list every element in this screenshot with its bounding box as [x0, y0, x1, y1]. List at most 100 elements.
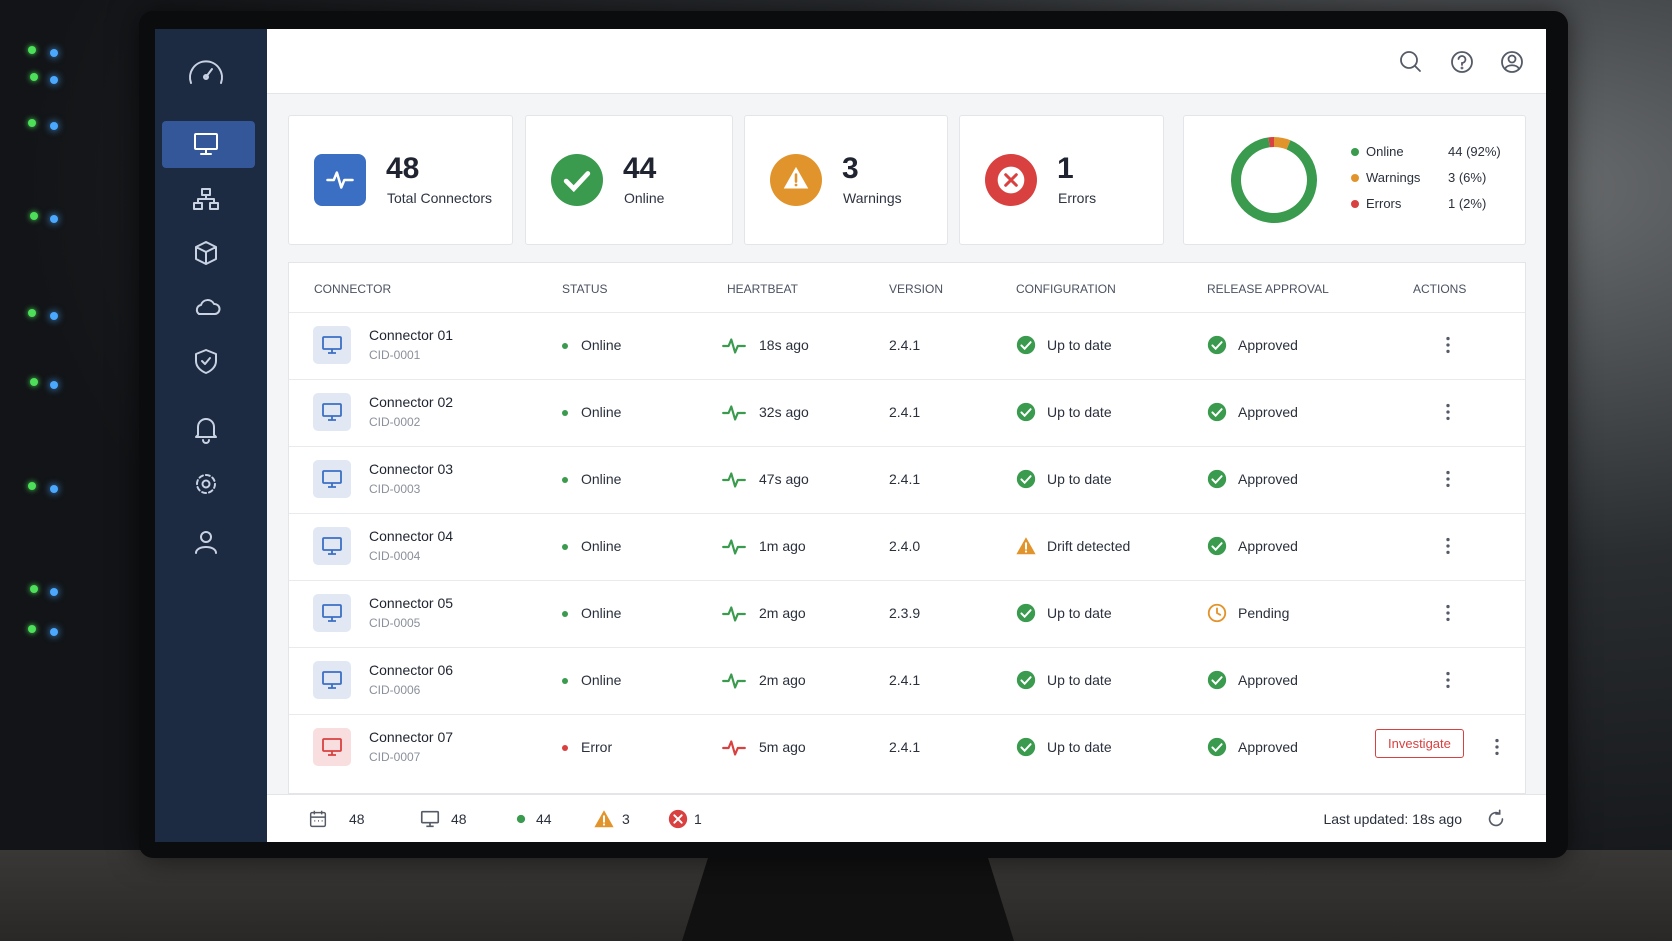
configuration-icon	[1016, 670, 1036, 690]
connector-id: CID-0007	[369, 750, 421, 764]
icon-part	[420, 810, 440, 824]
footer-count: 3	[622, 811, 630, 827]
legend-dot	[1351, 148, 1359, 156]
icon-part	[328, 751, 336, 756]
nav-user[interactable]	[195, 531, 217, 554]
light	[50, 215, 58, 223]
nav-packages[interactable]	[195, 241, 217, 265]
configuration: Up to date	[1047, 605, 1112, 621]
status-dot	[562, 343, 568, 349]
icon-part	[562, 544, 568, 550]
icon-part	[673, 814, 683, 824]
legend-dot	[1351, 200, 1359, 208]
icon-part	[1211, 475, 1223, 485]
configuration-icon	[1016, 335, 1036, 355]
column-header: STATUS	[562, 282, 608, 296]
configuration: Up to date	[1047, 404, 1112, 420]
icon-part	[322, 738, 342, 752]
configuration-icon	[1016, 537, 1036, 555]
table-row: Connector 04 CID-0004 Online 1m ago 2.4.0 Dri…	[289, 513, 1525, 581]
summary-card: 44 Online	[525, 115, 733, 245]
row-menu[interactable]	[1437, 401, 1459, 423]
light	[28, 482, 36, 490]
account-button[interactable]	[1501, 51, 1523, 73]
row-menu[interactable]	[1486, 736, 1508, 758]
search-button[interactable]	[1400, 51, 1421, 72]
nav-settings[interactable]	[196, 474, 216, 494]
card-label: Online	[624, 190, 665, 206]
connector-icon	[313, 661, 351, 699]
icon-part	[189, 60, 223, 84]
connector-icon	[313, 393, 351, 431]
refresh-button[interactable]	[1485, 808, 1507, 830]
icon-part	[200, 148, 212, 155]
icon-part	[1446, 349, 1450, 354]
action-button[interactable]: Investigate	[1375, 729, 1464, 758]
icon-part	[1457, 55, 1467, 66]
nav-security[interactable]	[195, 349, 217, 374]
nav-dashboard[interactable]	[189, 60, 223, 84]
row-menu[interactable]	[1437, 468, 1459, 490]
connector-id: CID-0002	[369, 415, 421, 429]
icon-part	[1207, 737, 1227, 757]
icon-part	[328, 483, 336, 488]
connector-icon	[313, 728, 351, 766]
nav-monitors[interactable]	[194, 133, 218, 155]
sidebar	[155, 29, 267, 842]
icon-part	[203, 74, 209, 80]
configuration: Up to date	[1047, 471, 1112, 487]
heartbeat-icon	[722, 606, 746, 622]
status: Online	[581, 672, 622, 688]
icon-part	[200, 531, 212, 543]
icon-part	[322, 336, 342, 350]
light	[30, 378, 38, 386]
version: 2.4.1	[889, 672, 921, 688]
icon-part	[1211, 542, 1223, 552]
summary-card: 1 Errors	[959, 115, 1164, 245]
icon-part	[722, 539, 746, 555]
table-row: Connector 02 CID-0002 Online 32s ago 2.4.1 Up…	[289, 379, 1525, 447]
heartbeat: 5m ago	[759, 739, 806, 755]
column-header: ACTIONS	[1413, 282, 1467, 296]
status: Online	[581, 471, 622, 487]
connector-name: Connector 02	[369, 394, 454, 410]
light	[50, 76, 58, 84]
icon-part	[1446, 477, 1450, 481]
connector-icon	[313, 594, 351, 632]
column-header: CONFIGURATION	[1016, 282, 1116, 296]
icon-part	[328, 617, 336, 622]
summary-card: 48 Total Connectors	[288, 115, 513, 245]
version: 2.4.1	[889, 337, 921, 353]
nav-alerts[interactable]	[195, 418, 217, 444]
icon-part	[1211, 743, 1223, 753]
nav-network[interactable]	[193, 188, 219, 210]
heartbeat: 2m ago	[759, 672, 806, 688]
connector-glyph	[322, 738, 342, 756]
icon-part	[195, 546, 217, 554]
icon-part	[1020, 341, 1032, 351]
icon-part	[1211, 676, 1223, 686]
row-menu[interactable]	[1437, 602, 1459, 624]
icon-part	[1016, 402, 1036, 422]
icon-part	[1446, 617, 1450, 622]
nav-cloud[interactable]	[195, 299, 221, 315]
icon-part	[1446, 684, 1450, 689]
last-updated: Last updated: 18s ago	[1323, 811, 1462, 827]
icon-part	[562, 343, 568, 349]
icon-part	[562, 678, 568, 684]
icon-part	[1020, 408, 1032, 418]
connector-glyph	[322, 671, 342, 689]
help-button[interactable]	[1451, 51, 1473, 73]
row-menu[interactable]	[1437, 334, 1459, 356]
row-menu[interactable]	[1437, 669, 1459, 691]
monitor-stand	[682, 856, 1014, 941]
configuration-icon	[1016, 469, 1036, 489]
icon-part	[1446, 403, 1450, 408]
connector-icon	[313, 326, 351, 364]
icon-part	[1216, 607, 1222, 616]
donut-chart	[1231, 137, 1317, 223]
configuration-icon	[1016, 402, 1036, 422]
icon-part	[195, 241, 217, 265]
row-menu[interactable]	[1437, 535, 1459, 557]
heartbeat-icon	[722, 338, 746, 354]
